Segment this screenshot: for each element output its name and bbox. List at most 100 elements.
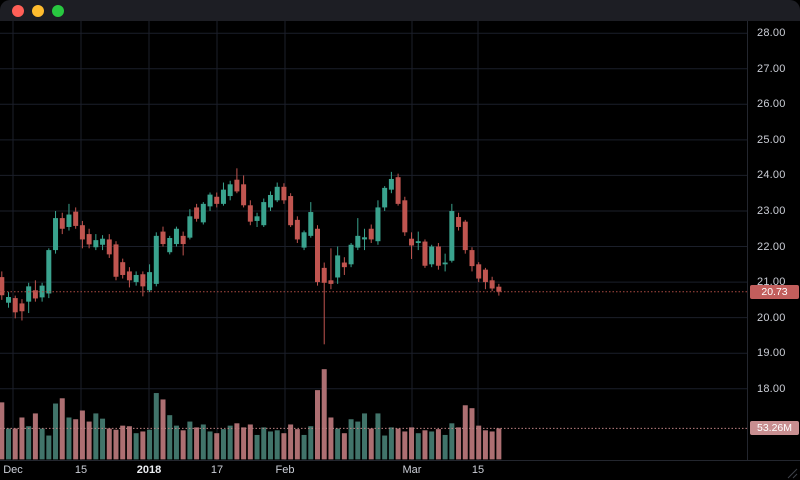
last-volume-badge: 53.26M [750, 421, 799, 436]
candle-body [375, 207, 381, 242]
price-tick-label: 20.00 [757, 311, 786, 324]
volume-bar [220, 429, 226, 460]
candle-body [147, 272, 153, 291]
price-lines-layer [0, 291, 747, 429]
zoom-button[interactable] [52, 4, 64, 17]
volume-bar [328, 417, 334, 460]
candle-body [355, 235, 361, 248]
time-tick-label: 15 [471, 464, 485, 476]
last-price-badge: 20.73 [750, 284, 799, 299]
candle-body [194, 207, 200, 219]
volume-bar [462, 405, 468, 460]
candle-body [409, 238, 415, 246]
volume-bar [442, 434, 448, 460]
candle-body [314, 228, 320, 283]
candle-body [12, 298, 18, 313]
volume-bar [66, 417, 72, 460]
volume-bar [301, 434, 307, 460]
volume-bar [422, 430, 428, 460]
candle-body [120, 262, 126, 275]
price-tick-label: 23.00 [757, 204, 786, 217]
volume-bar [59, 398, 65, 460]
candle-body [187, 216, 193, 238]
volume-bar [402, 431, 408, 460]
candle-body [100, 238, 106, 245]
price-tick-label: 18.00 [757, 382, 786, 395]
candle-body [422, 241, 428, 266]
volume-bar [362, 413, 368, 460]
candle-body [227, 184, 233, 197]
volume-bar [288, 424, 294, 460]
volume-bar [395, 428, 401, 460]
candle-body [335, 255, 341, 278]
candle-body [66, 214, 72, 227]
candle-body [106, 239, 112, 255]
time-tick-label: 2018 [136, 464, 162, 476]
resize-handle-icon[interactable] [786, 467, 798, 479]
volume-bar [12, 428, 18, 460]
volume-bar [207, 431, 213, 460]
price-axis[interactable]: 20.73 53.26M 28.00 27.00 26.00 25.00 24.00 23… [747, 21, 800, 460]
volume-bar [476, 425, 482, 460]
volume-bar [0, 402, 5, 460]
volume-bar [341, 433, 347, 460]
volume-bar [106, 428, 112, 460]
candle-body [86, 234, 92, 245]
volume-bar [496, 428, 502, 460]
volume-bar [173, 425, 179, 460]
volume-bar [227, 425, 233, 460]
volume-layer [0, 369, 502, 460]
volume-bar [140, 431, 146, 460]
time-tick-label: Dec [3, 464, 23, 476]
volume-bar [308, 426, 314, 460]
candle-body [140, 274, 146, 287]
volume-bar [294, 429, 300, 460]
price-tick-label: 21.00 [757, 276, 786, 289]
volume-bar [348, 419, 354, 460]
volume-bar [368, 428, 374, 460]
candle-body [53, 218, 59, 251]
candle-body [321, 267, 327, 283]
candle-body [308, 212, 314, 236]
candle-body [388, 178, 394, 190]
volume-bar [147, 429, 153, 460]
candle-body [395, 177, 401, 204]
volume-bar [46, 435, 52, 460]
price-tick-label: 22.00 [757, 240, 786, 253]
volume-bar [409, 427, 415, 460]
candle-body [26, 286, 32, 302]
volume-bar [6, 428, 12, 460]
volume-bar [355, 421, 361, 460]
volume-bar [200, 424, 206, 460]
minimize-button[interactable] [32, 4, 44, 17]
candle-body [368, 228, 374, 240]
candle-body [267, 194, 273, 208]
close-button[interactable] [12, 4, 24, 17]
candle-body [59, 218, 65, 229]
candle-body [173, 228, 179, 245]
volume-bar [482, 430, 488, 460]
candle-body [126, 271, 132, 281]
candle-body [113, 244, 119, 277]
chart-pane[interactable]: 20.73 53.26M 28.00 27.00 26.00 25.00 24.00 23… [0, 21, 800, 460]
volume-bar [26, 426, 32, 460]
candle-body [449, 210, 455, 261]
time-axis[interactable]: Dec 15 2018 17 Feb Mar 15 [0, 460, 800, 480]
candle-body [476, 264, 482, 279]
price-tick-label: 26.00 [757, 98, 786, 111]
candle-body [415, 241, 421, 243]
candle-body [32, 290, 38, 299]
time-tick-label: 15 [74, 464, 88, 476]
candlestick-chart[interactable] [0, 21, 747, 460]
candle-body [382, 187, 388, 208]
candle-body [482, 269, 488, 283]
candles-layer [0, 168, 502, 345]
volume-bar [39, 428, 45, 460]
candle-body [362, 237, 368, 240]
grid-layer [0, 21, 747, 460]
candle-body [462, 221, 468, 251]
volume-bar [429, 431, 435, 460]
candle-body [247, 205, 253, 222]
volume-bar [456, 427, 462, 460]
